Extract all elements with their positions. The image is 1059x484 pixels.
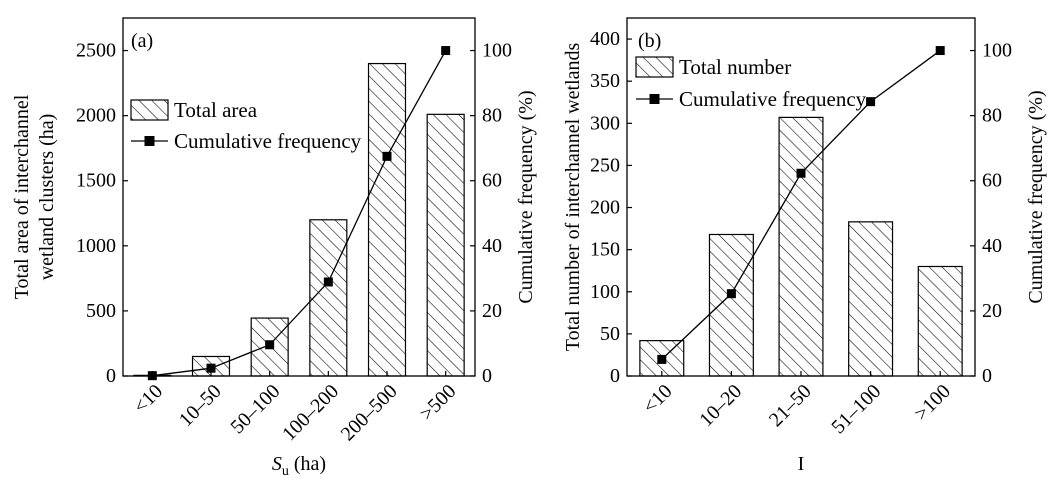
panel-a: 0 500 1000 1500 2000 2500 0 20 40 60 80 100 <10 10–50… xyxy=(11,17,537,479)
panel-b-y-tick-label: 50 xyxy=(600,323,620,345)
panel-a-y2-tick-label: 100 xyxy=(482,40,512,62)
panel-b-legend-bar-label: Total number xyxy=(679,55,791,79)
panel-b-x-tick-label: 10–20 xyxy=(695,380,746,431)
panel-b-y-tick-label: 0 xyxy=(610,365,620,387)
panel-b-y2-axis-title: Cumulative frequency (%) xyxy=(1025,90,1047,303)
panel-a-y2-tick-label: 40 xyxy=(482,235,502,257)
panel-a-cumulative-frequency-marker-2 xyxy=(206,363,216,373)
panel-a-bar-4 xyxy=(309,219,348,377)
panel-b-x-axis-title: I xyxy=(798,453,805,475)
panel-a-plot-frame xyxy=(122,17,476,377)
panel-a-cumulative-frequency-line xyxy=(152,50,447,377)
panel-a-y-tick-label: 2500 xyxy=(76,40,116,62)
panel-a-y-axis-title: wetland clusters (ha) xyxy=(36,114,58,281)
panel-b-y2-tick-label: 20 xyxy=(982,300,1002,322)
panel-a-cumulative-frequency-marker-5 xyxy=(382,151,392,161)
panel-a-y-tick-label: 1000 xyxy=(76,235,116,257)
panel-a-y2-tick-label: 60 xyxy=(482,170,502,192)
panel-b-legend-line-label: Cumulative frequency xyxy=(679,87,867,111)
panel-b-x-tick-label: 21–50 xyxy=(765,380,816,431)
panel-a-x-axis-symbol: S xyxy=(272,453,282,475)
panel-a-legend-bar-swatch xyxy=(130,99,169,121)
panel-b-y2-tick-label: 60 xyxy=(982,170,1002,192)
panel-a-y2-tick-label: 0 xyxy=(482,365,492,387)
panel-a-legend-line-label: Cumulative frequency xyxy=(174,129,362,153)
panel-b-cumulative-frequency-marker-5 xyxy=(935,46,945,56)
panel-a-bar-6 xyxy=(426,113,465,377)
panel-b-x-tick-label: <10 xyxy=(639,380,677,418)
panel-a-legend: Total area Cumulative frequency xyxy=(130,98,362,153)
panel-b-label: (b) xyxy=(638,30,661,52)
panel-a-x-tick-label: 100–200 xyxy=(278,380,343,445)
panel-b-x-tick-label: 51–100 xyxy=(827,380,885,438)
panel-a-x-tick-label: 50–100 xyxy=(226,380,284,438)
panel-b-y-tick-label: 350 xyxy=(590,70,620,92)
panel-b-y-axis-title: Total number of interchannel wetlands xyxy=(562,43,584,352)
panel-b-bar-2 xyxy=(708,233,754,377)
panel-a-x-tick-label: <10 xyxy=(129,380,167,418)
panel-b-y-tick-label: 250 xyxy=(590,154,620,176)
panel-b-y2-tick-label: 100 xyxy=(982,40,1012,62)
panel-b-cumulative-frequency-marker-2 xyxy=(726,289,736,299)
panel-a-x-tick-label: 10–50 xyxy=(175,380,226,431)
panel-b-bar-4 xyxy=(848,221,894,377)
panel-a-cumulative-frequency-marker-6 xyxy=(441,46,451,56)
panel-a-y-tick-label: 2000 xyxy=(76,105,116,127)
panel-a-bar-5 xyxy=(367,62,407,377)
panel-a-cumulative-frequency-marker-3 xyxy=(265,340,275,350)
panel-a-x-axis-unit: (ha) xyxy=(294,453,326,475)
panel-a-y-tick-label: 500 xyxy=(86,300,116,322)
panel-a-y2-tick-label: 20 xyxy=(482,300,502,322)
panel-b-y2-tick-label: 80 xyxy=(982,105,1002,127)
panel-a-y-axis-title: Total area of interchannel xyxy=(11,94,33,299)
panel-b-x-tick-label: >100 xyxy=(910,380,955,425)
panel-b-legend-marker-swatch xyxy=(649,94,660,104)
panel-b-y-tick-label: 150 xyxy=(590,239,620,261)
panel-a-legend-marker-swatch xyxy=(144,136,155,146)
panel-b-bar-3 xyxy=(778,116,824,377)
panel-b-y2-tick-label: 40 xyxy=(982,235,1002,257)
panel-b-y-tick-label: 300 xyxy=(590,112,620,134)
panel-b-legend: Total number Cumulative frequency xyxy=(635,55,867,111)
panel-a-x-tick-label: >500 xyxy=(416,380,461,425)
panel-a-x-tick-label: 200–500 xyxy=(337,380,402,445)
panel-b: 0 50 100 150 200 250 300 350 400 0 20 40 60 80 100 <10 1… xyxy=(562,17,1047,475)
panel-b-bar-5 xyxy=(917,265,963,377)
panel-b-y-tick-label: 200 xyxy=(590,197,620,219)
panel-b-cumulative-frequency-marker-4 xyxy=(866,97,876,107)
panel-a-label: (a) xyxy=(131,30,153,52)
panel-b-y-tick-label: 400 xyxy=(590,28,620,50)
panel-a-y2-axis-title: Cumulative frequency (%) xyxy=(515,90,537,303)
panel-a-legend-bar-label: Total area xyxy=(174,98,258,122)
panel-b-cumulative-frequency-marker-3 xyxy=(796,168,806,178)
panel-a-y-tick-label: 0 xyxy=(106,365,116,387)
panel-a-x-axis-title: Su (ha) xyxy=(272,453,326,479)
panel-b-cumulative-frequency-marker-1 xyxy=(657,354,667,364)
panel-a-y2-tick-label: 80 xyxy=(482,105,502,127)
panel-a-cumulative-frequency-marker-4 xyxy=(323,277,333,287)
panel-b-legend-bar-swatch xyxy=(635,56,674,78)
panel-b-y-tick-label: 100 xyxy=(590,281,620,303)
panel-b-y2-tick-label: 0 xyxy=(982,365,992,387)
panel-a-x-axis-subscript: u xyxy=(282,464,289,479)
panel-a-y-tick-label: 1500 xyxy=(76,170,116,192)
